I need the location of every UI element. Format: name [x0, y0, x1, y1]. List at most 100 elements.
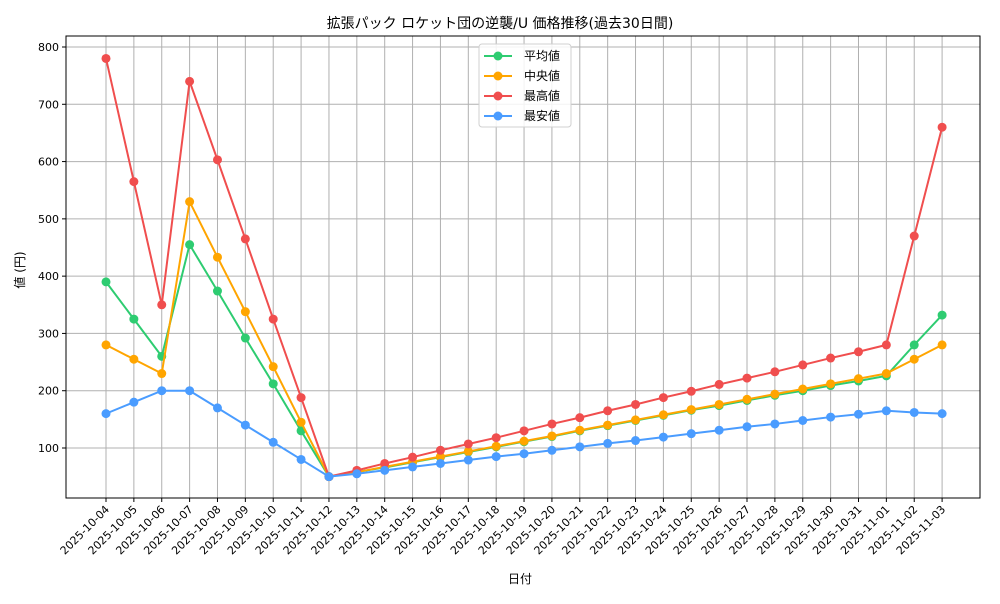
data-point: [575, 425, 585, 435]
data-point: [296, 393, 306, 403]
data-point: [408, 462, 418, 472]
legend-marker-icon: [493, 111, 503, 121]
x-axis: 2025-10-042025-10-052025-10-062025-10-07…: [58, 498, 948, 557]
data-point: [129, 177, 139, 187]
legend-box: [478, 43, 572, 128]
y-tick-label: 100: [38, 442, 59, 455]
legend-marker-icon: [493, 91, 503, 101]
data-point: [658, 393, 668, 403]
data-point: [185, 240, 195, 250]
data-point: [742, 422, 752, 432]
data-point: [631, 399, 641, 409]
data-point: [853, 409, 863, 419]
data-point: [798, 360, 808, 370]
data-point: [268, 437, 278, 447]
data-point: [826, 353, 836, 363]
data-point: [909, 340, 919, 350]
data-point: [798, 384, 808, 394]
data-point: [742, 394, 752, 404]
y-tick-label: 700: [38, 98, 59, 111]
data-point: [937, 310, 947, 320]
data-point: [658, 432, 668, 442]
data-point: [770, 419, 780, 429]
data-point: [714, 399, 724, 409]
chart-title: 拡張パック ロケット団の逆襲/U 価格推移(過去30日間): [327, 15, 674, 32]
data-point: [519, 426, 529, 436]
data-point: [240, 234, 250, 244]
data-point: [491, 452, 501, 462]
data-point: [547, 419, 557, 429]
data-point: [185, 386, 195, 396]
legend-marker-icon: [493, 71, 503, 81]
x-axis-label: 日付: [508, 572, 532, 586]
data-point: [240, 307, 250, 317]
legend-label: 中央値: [524, 68, 560, 83]
data-point: [658, 410, 668, 420]
data-point: [714, 425, 724, 435]
data-point: [881, 340, 891, 350]
data-point: [881, 406, 891, 416]
data-point: [575, 442, 585, 452]
data-point: [909, 407, 919, 417]
data-point: [519, 436, 529, 446]
y-axis-label: 値 (円): [12, 251, 27, 288]
data-point: [185, 197, 195, 207]
y-tick-label: 300: [38, 327, 59, 340]
series-layer: [101, 53, 947, 482]
data-point: [881, 369, 891, 379]
data-point: [101, 53, 111, 63]
legend-item: 最安値: [484, 108, 560, 123]
legend-item: 中央値: [484, 68, 560, 83]
grid: [66, 36, 980, 498]
data-point: [212, 403, 222, 413]
data-point: [324, 472, 334, 482]
y-tick-label: 800: [38, 41, 59, 54]
data-point: [603, 406, 613, 416]
data-point: [380, 458, 390, 468]
plot-frame: [65, 35, 981, 499]
data-point: [909, 354, 919, 364]
data-point: [129, 314, 139, 324]
data-point: [463, 455, 473, 465]
data-point: [157, 386, 167, 396]
legend-label: 最高値: [524, 88, 560, 103]
series-line: [101, 197, 947, 482]
data-point: [686, 429, 696, 439]
data-point: [491, 433, 501, 443]
data-point: [268, 379, 278, 389]
data-point: [212, 286, 222, 296]
data-point: [157, 300, 167, 310]
data-point: [909, 231, 919, 241]
data-point: [603, 420, 613, 430]
data-point: [435, 445, 445, 455]
legend-label: 平均値: [524, 48, 560, 63]
data-point: [268, 314, 278, 324]
data-point: [101, 409, 111, 419]
data-point: [296, 454, 306, 464]
data-point: [714, 379, 724, 389]
legend-item: 平均値: [484, 48, 560, 63]
data-point: [408, 452, 418, 462]
y-tick-label: 500: [38, 213, 59, 226]
data-point: [631, 436, 641, 446]
legend-item: 最高値: [484, 88, 560, 103]
data-point: [853, 347, 863, 357]
data-point: [101, 277, 111, 287]
data-point: [463, 446, 473, 456]
data-point: [212, 155, 222, 165]
data-point: [435, 452, 445, 462]
data-point: [435, 458, 445, 468]
data-point: [380, 465, 390, 475]
data-point: [352, 469, 362, 479]
data-point: [686, 405, 696, 415]
data-point: [212, 252, 222, 262]
y-tick-label: 600: [38, 156, 59, 169]
y-tick-label: 200: [38, 385, 59, 398]
data-point: [798, 416, 808, 426]
data-point: [101, 340, 111, 350]
data-point: [937, 409, 947, 419]
data-point: [937, 122, 947, 132]
y-axis: 100 200 300 400 500 600 700 800: [38, 41, 66, 455]
